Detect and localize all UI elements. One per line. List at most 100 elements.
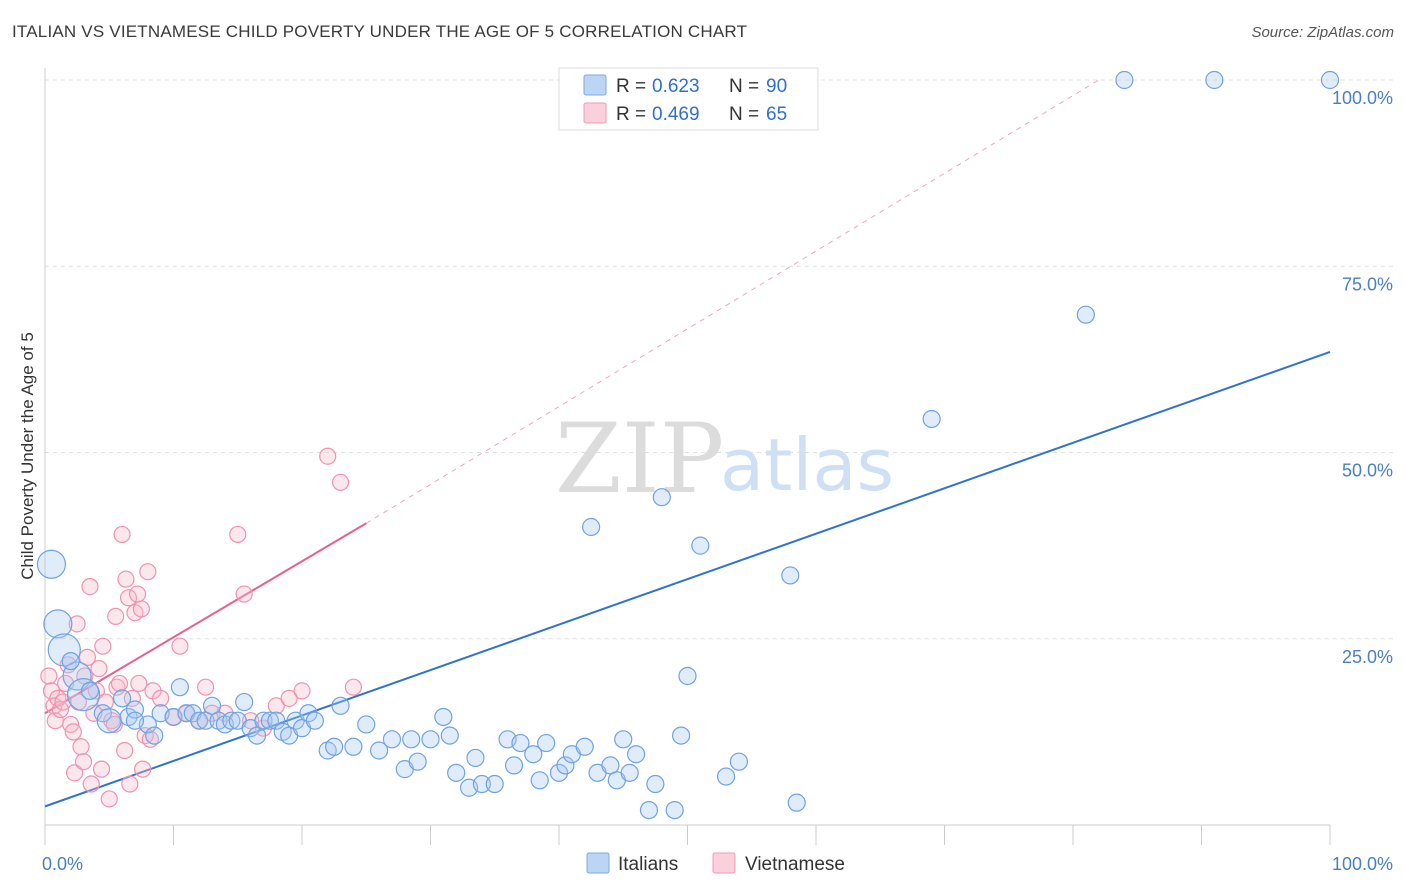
data-point-vietnamese — [141, 730, 159, 748]
bottom-legend-swatch-vietnamese — [712, 852, 736, 874]
data-point-italians — [1076, 305, 1095, 324]
data-point-vietnamese — [74, 753, 93, 771]
data-point-italians — [447, 763, 466, 782]
data-point-italians — [626, 745, 646, 764]
data-point-italians — [190, 711, 209, 730]
data-point-vietnamese — [81, 577, 99, 596]
legend-n-label: N = — [729, 76, 759, 97]
bottom-legend-vietnamese: Vietnamese — [745, 854, 845, 875]
legend-r-value: 0.623 — [652, 76, 700, 97]
data-point-vietnamese — [235, 585, 253, 603]
data-point-italians — [582, 517, 601, 537]
source-label: Source: ZipAtlas.com — [1251, 24, 1394, 41]
data-point-vietnamese — [128, 585, 147, 603]
data-point-vietnamese — [229, 525, 247, 544]
data-point-italians — [646, 774, 665, 794]
x-tick-labels: 0.0% 100.0% — [42, 854, 1393, 874]
data-point-vietnamese — [123, 689, 141, 707]
data-point-italians — [729, 752, 749, 771]
data-point-italians — [43, 609, 73, 639]
data-point-italians — [305, 711, 324, 730]
y-tick-label: 75.0% — [1342, 274, 1393, 294]
data-point-italians — [66, 678, 101, 712]
data-point-italians — [440, 726, 459, 745]
watermark-zip: ZIP — [555, 403, 724, 515]
data-point-italians — [504, 756, 524, 775]
grid-lines — [45, 79, 1395, 640]
data-point-italians — [408, 752, 427, 771]
data-point-italians — [671, 726, 691, 745]
axes — [44, 68, 1331, 845]
data-point-italians — [434, 707, 453, 727]
data-point-vietnamese — [116, 741, 134, 760]
data-point-italians — [260, 711, 279, 730]
data-point-vietnamese — [293, 682, 311, 700]
data-point-vietnamese — [130, 674, 148, 693]
data-point-italians — [267, 711, 286, 730]
data-point-italians — [402, 730, 421, 749]
data-point-vietnamese — [100, 790, 118, 808]
legend-n-value: 65 — [766, 104, 787, 125]
data-point-vietnamese — [171, 637, 189, 655]
data-point-italians — [665, 800, 684, 820]
data-point-italians — [382, 730, 402, 749]
data-point-italians — [254, 711, 273, 730]
data-point-italians — [787, 793, 806, 812]
data-point-italians — [466, 748, 485, 768]
data-point-italians — [299, 704, 318, 723]
data-point-vietnamese — [87, 682, 106, 700]
data-point-italians — [575, 737, 594, 756]
data-point-italians — [716, 767, 736, 786]
legend-r-label: R = — [616, 76, 646, 97]
bottom-legend-swatch-italians — [586, 852, 610, 874]
legend-n-label: N = — [729, 104, 759, 125]
data-point-vietnamese — [242, 712, 260, 730]
data-point-italians — [36, 549, 67, 579]
data-point-italians — [112, 689, 132, 708]
data-point-italians — [549, 763, 569, 782]
y-tick-label: 25.0% — [1342, 647, 1393, 667]
data-point-vietnamese — [267, 697, 285, 715]
chart-title: ITALIAN VS VIETNAMESE CHILD POVERTY UNDE… — [12, 22, 748, 41]
series-italians — [36, 70, 1340, 820]
data-point-vietnamese — [134, 760, 152, 778]
legend: R = 0.623 N = 90 R = 0.469 N = 65 — [558, 67, 819, 131]
data-point-vietnamese — [280, 689, 298, 707]
data-point-italians — [1320, 70, 1340, 90]
legend-n-value: 90 — [766, 76, 787, 97]
data-point-italians — [485, 774, 504, 794]
data-point-vietnamese — [331, 473, 350, 491]
data-point-vietnamese — [64, 723, 82, 741]
legend-r-label: R = — [616, 104, 646, 125]
data-point-italians — [537, 733, 556, 753]
data-point-vietnamese — [117, 570, 135, 588]
bottom-legend-italians: Italians — [618, 854, 678, 875]
data-point-vietnamese — [90, 659, 108, 678]
data-point-vietnamese — [344, 678, 362, 696]
bottom-legend: Italians Vietnamese — [586, 852, 845, 875]
data-point-italians — [61, 651, 80, 671]
data-point-vietnamese — [107, 607, 125, 626]
data-point-italians — [530, 771, 549, 790]
data-point-vietnamese — [40, 667, 58, 685]
data-point-vietnamese — [82, 775, 100, 793]
data-point-italians — [614, 730, 633, 749]
data-point-italians — [145, 726, 164, 745]
data-point-vietnamese — [319, 447, 337, 465]
data-point-italians — [556, 756, 575, 775]
x-tick-label: 100.0% — [1332, 854, 1393, 874]
data-point-vietnamese — [72, 738, 90, 756]
data-point-vietnamese — [78, 648, 97, 666]
legend-r-value: 0.469 — [652, 104, 700, 125]
data-point-italians — [922, 409, 941, 429]
data-point-italians — [678, 666, 697, 686]
data-point-italians — [357, 715, 376, 734]
data-point-vietnamese — [110, 674, 129, 693]
data-point-italians — [331, 696, 350, 715]
data-point-italians — [511, 733, 530, 753]
y-tick-labels: 25.0% 50.0% 75.0% 100.0% — [1332, 88, 1393, 667]
data-point-vietnamese — [68, 615, 86, 633]
legend-swatch-vietnamese — [583, 102, 607, 124]
data-point-vietnamese — [94, 637, 112, 655]
data-point-italians — [325, 737, 344, 756]
